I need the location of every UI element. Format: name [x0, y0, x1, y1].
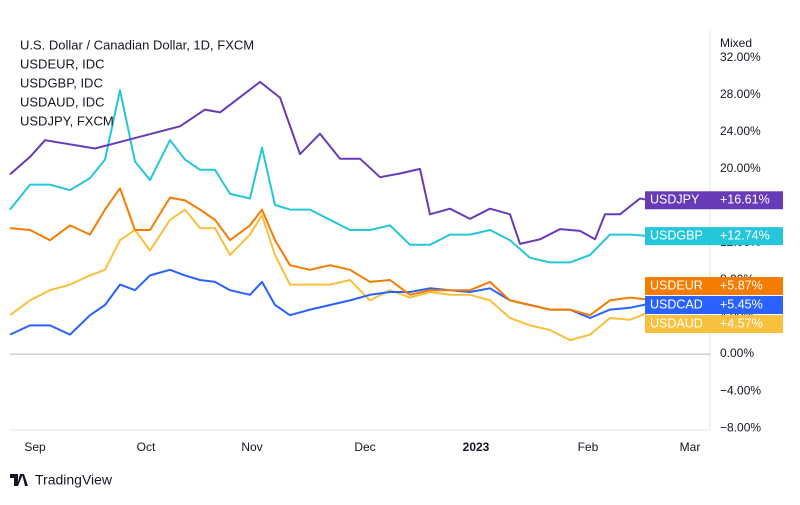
legend-label: USDEUR, IDC: [20, 56, 105, 71]
y-tick-label: 28.00%: [720, 87, 761, 101]
legend-label: U.S. Dollar / Canadian Dollar, 1D, FXCM: [20, 37, 254, 52]
badge-name: USDAUD: [650, 316, 703, 330]
badge-name-bg: [645, 191, 715, 210]
logo-icon: [10, 474, 28, 486]
badge-value-bg: [715, 191, 783, 210]
series-line: [9, 208, 651, 342]
y-tick-label: 0.00%: [720, 346, 754, 360]
badge-name: USDGBP: [650, 228, 703, 242]
y-tick-label: 20.00%: [720, 161, 761, 175]
badge-value: +4.57%: [720, 316, 763, 330]
labels-layer: 32.00%28.00%24.00%20.00%16.00%12.00%8.00…: [20, 37, 783, 454]
badge-value-bg: [715, 227, 783, 246]
scale-label: Mixed: [720, 36, 752, 50]
legend-label: USDAUD, IDC: [20, 94, 105, 109]
logo-text: TradingView: [35, 472, 113, 488]
badge-name-bg: [645, 277, 715, 296]
badge-value: +16.61%: [720, 193, 770, 207]
badge-name: USDCAD: [650, 297, 703, 311]
x-tick-label: Nov: [241, 440, 262, 454]
y-tick-label: −4.00%: [720, 383, 761, 397]
series-line: [9, 268, 651, 336]
x-tick-label: Oct: [137, 440, 156, 454]
badge-value-bg: [715, 315, 783, 334]
legend-label: USDGBP, IDC: [20, 75, 103, 90]
lines-layer: [9, 80, 651, 342]
badge-name-bg: [645, 227, 715, 246]
x-tick-label: 2023: [463, 440, 490, 454]
badge-value: +12.74%: [720, 228, 770, 242]
y-tick-label: 32.00%: [720, 50, 761, 64]
badge-name: USDEUR: [650, 278, 703, 292]
x-tick-label: Dec: [354, 440, 375, 454]
series-line: [9, 89, 651, 264]
logo: TradingView: [10, 472, 113, 488]
badge-value-bg: [715, 296, 783, 315]
series-line: [9, 187, 651, 317]
badge-value-bg: [715, 277, 783, 296]
y-tick-label: −8.00%: [720, 420, 761, 434]
badge-name-bg: [645, 315, 715, 334]
x-tick-label: Mar: [680, 440, 701, 454]
badge-value: +5.45%: [720, 297, 763, 311]
x-tick-label: Feb: [578, 440, 599, 454]
legend-label: USDJPY, FXCM: [20, 113, 114, 128]
y-tick-label: 24.00%: [720, 124, 761, 138]
badge-name: USDJPY: [650, 193, 700, 207]
badge-name-bg: [645, 296, 715, 315]
x-tick-label: Sep: [24, 440, 46, 454]
series-line: [9, 80, 651, 245]
badge-value: +5.87%: [720, 278, 763, 292]
